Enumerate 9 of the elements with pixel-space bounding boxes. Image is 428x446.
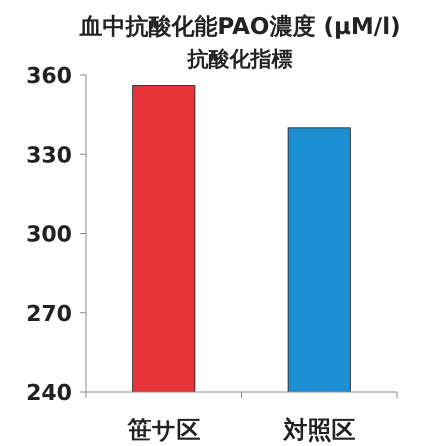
y-tick-label: 360 <box>26 64 72 89</box>
x-tick-label: 対照区 <box>282 416 356 444</box>
y-tick-label: 330 <box>26 143 72 168</box>
x-tick-label: 笹サ区 <box>126 416 200 444</box>
y-tick-label: 300 <box>26 222 72 248</box>
chart-title: 血中抗酸化能PAO濃度 (μM/l) <box>78 13 401 40</box>
chart-subtitle: 抗酸化指標 <box>186 47 292 71</box>
y-tick-label: 240 <box>26 381 72 406</box>
y-tick-label: 270 <box>26 302 72 327</box>
